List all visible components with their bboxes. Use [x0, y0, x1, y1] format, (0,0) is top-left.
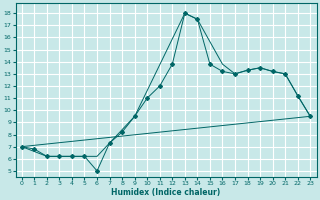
X-axis label: Humidex (Indice chaleur): Humidex (Indice chaleur) — [111, 188, 221, 197]
